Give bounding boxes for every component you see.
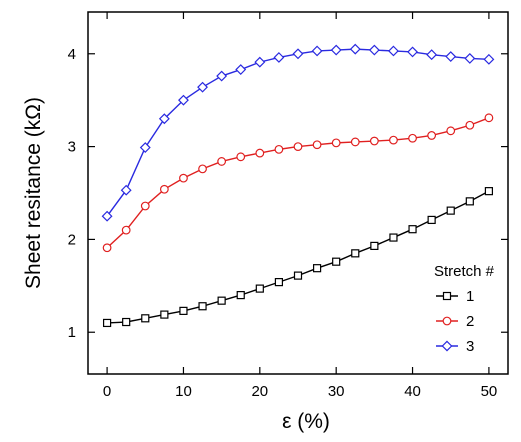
- legend-title: Stretch #: [434, 263, 495, 280]
- data-point: [427, 131, 437, 140]
- data-point: [351, 249, 360, 258]
- data-point: [102, 243, 112, 253]
- legend-item-1: 1: [436, 288, 474, 305]
- x-tick-label: 50: [481, 383, 498, 400]
- data-point: [370, 241, 379, 251]
- data-point: [254, 56, 266, 68]
- data-point: [216, 70, 228, 82]
- legend-label: 1: [466, 288, 474, 305]
- x-tick-label: 0: [103, 383, 111, 400]
- data-point: [446, 206, 455, 215]
- data-point: [349, 43, 361, 55]
- data-point: [274, 278, 284, 287]
- data-point: [102, 318, 112, 328]
- data-point: [122, 317, 131, 327]
- x-tick-label: 40: [404, 383, 421, 400]
- legend-marker: [442, 291, 452, 301]
- data-point: [464, 52, 476, 64]
- legend-marker: [442, 316, 452, 326]
- legend: Stretch # 1 2 3: [434, 263, 495, 355]
- data-point: [121, 225, 131, 235]
- legend-label: 3: [466, 338, 474, 355]
- data-point: [389, 135, 398, 145]
- axes: 0 10 20 30 40 50 1 2 3 4: [68, 12, 508, 400]
- x-tick-label: 30: [328, 383, 345, 400]
- y-axis-title: Sheet resitance (kΩ): [22, 97, 45, 289]
- data-point: [236, 152, 246, 162]
- y-tick-label: 1: [68, 324, 76, 341]
- data-point: [255, 148, 265, 158]
- data-point: [140, 201, 150, 211]
- data-point: [179, 173, 188, 183]
- data-point: [426, 49, 438, 61]
- data-point: [408, 225, 417, 234]
- data-point: [235, 64, 247, 75]
- data-point: [141, 314, 150, 323]
- data-point: [255, 284, 264, 293]
- y-tick-label: 4: [68, 46, 76, 63]
- data-point: [484, 187, 494, 196]
- data-point: [293, 142, 303, 151]
- data-point: [407, 46, 418, 58]
- x-tick-label: 20: [251, 383, 268, 400]
- data-point: [331, 138, 341, 148]
- data-point: [389, 233, 398, 242]
- data-point: [445, 51, 457, 63]
- data-point: [465, 197, 474, 206]
- series-1: [102, 187, 494, 328]
- x-axis-title: ε (%): [282, 410, 330, 433]
- data-point: [273, 52, 285, 63]
- plot-frame: [87, 11, 509, 375]
- data-point: [312, 140, 322, 150]
- data-point: [483, 53, 495, 65]
- data-point: [197, 81, 208, 93]
- data-point: [332, 257, 341, 266]
- data-point: [274, 144, 284, 154]
- data-point: [368, 44, 380, 56]
- legend-marker: [441, 340, 453, 352]
- series-2: [102, 113, 494, 253]
- data-point: [198, 164, 207, 174]
- data-point: [198, 302, 207, 311]
- data-point: [465, 120, 475, 130]
- data-point: [101, 210, 113, 222]
- data-point: [120, 184, 132, 196]
- legend-item-2: 2: [436, 313, 474, 330]
- series-layer: [101, 43, 495, 328]
- data-point: [158, 113, 170, 125]
- series-line: [107, 190, 490, 324]
- series-3: [101, 43, 495, 222]
- legend-item-3: 3: [436, 338, 474, 355]
- x-tick-label: 10: [175, 383, 192, 400]
- data-point: [236, 291, 245, 300]
- data-point: [388, 45, 399, 57]
- data-point: [350, 137, 360, 147]
- data-point: [427, 215, 436, 225]
- data-point: [139, 142, 151, 153]
- data-point: [408, 133, 417, 143]
- data-point: [330, 44, 342, 56]
- legend-label: 2: [466, 313, 474, 330]
- y-tick-label: 3: [68, 139, 76, 156]
- y-tick-label: 2: [68, 231, 76, 248]
- data-point: [293, 271, 303, 280]
- data-point: [179, 306, 188, 315]
- data-point: [217, 296, 226, 305]
- data-point: [312, 264, 322, 273]
- data-point: [446, 126, 456, 136]
- data-point: [217, 157, 227, 166]
- data-point: [178, 94, 189, 106]
- data-point: [159, 184, 169, 194]
- data-point: [160, 310, 169, 319]
- data-point: [311, 45, 323, 57]
- data-point: [292, 48, 304, 60]
- data-point: [369, 136, 379, 146]
- data-point: [484, 113, 494, 123]
